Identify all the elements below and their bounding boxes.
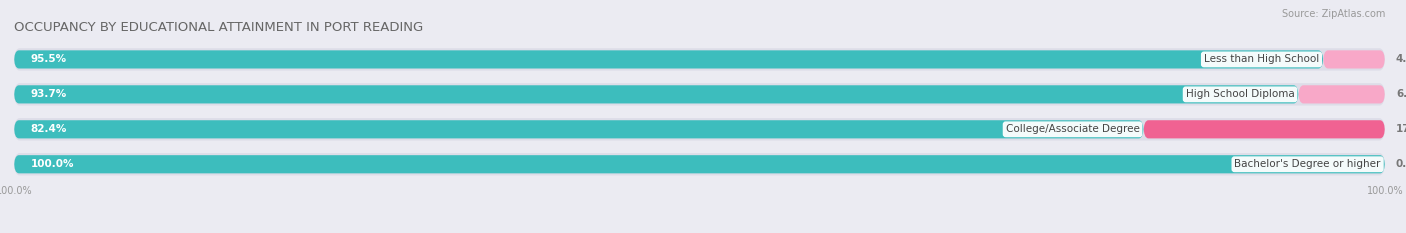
FancyBboxPatch shape xyxy=(14,50,1323,69)
Text: 6.3%: 6.3% xyxy=(1396,89,1406,99)
Text: Less than High School: Less than High School xyxy=(1204,55,1319,64)
Text: 82.4%: 82.4% xyxy=(31,124,67,134)
FancyBboxPatch shape xyxy=(14,118,1385,140)
Text: College/Associate Degree: College/Associate Degree xyxy=(1005,124,1139,134)
FancyBboxPatch shape xyxy=(1323,50,1385,69)
Text: Source: ZipAtlas.com: Source: ZipAtlas.com xyxy=(1281,9,1385,19)
Text: High School Diploma: High School Diploma xyxy=(1185,89,1295,99)
FancyBboxPatch shape xyxy=(14,48,1385,71)
FancyBboxPatch shape xyxy=(1143,120,1385,138)
FancyBboxPatch shape xyxy=(1299,85,1385,103)
FancyBboxPatch shape xyxy=(14,83,1385,106)
Text: OCCUPANCY BY EDUCATIONAL ATTAINMENT IN PORT READING: OCCUPANCY BY EDUCATIONAL ATTAINMENT IN P… xyxy=(14,21,423,34)
Text: Bachelor's Degree or higher: Bachelor's Degree or higher xyxy=(1234,159,1381,169)
Text: 0.0%: 0.0% xyxy=(1396,159,1406,169)
FancyBboxPatch shape xyxy=(14,153,1385,175)
FancyBboxPatch shape xyxy=(14,155,1385,173)
FancyBboxPatch shape xyxy=(14,120,1143,138)
Legend: Owner-occupied, Renter-occupied: Owner-occupied, Renter-occupied xyxy=(583,230,815,233)
FancyBboxPatch shape xyxy=(14,85,1299,103)
Text: 100.0%: 100.0% xyxy=(31,159,75,169)
Text: 93.7%: 93.7% xyxy=(31,89,66,99)
Text: 17.6%: 17.6% xyxy=(1396,124,1406,134)
Text: 95.5%: 95.5% xyxy=(31,55,66,64)
Text: 4.5%: 4.5% xyxy=(1396,55,1406,64)
